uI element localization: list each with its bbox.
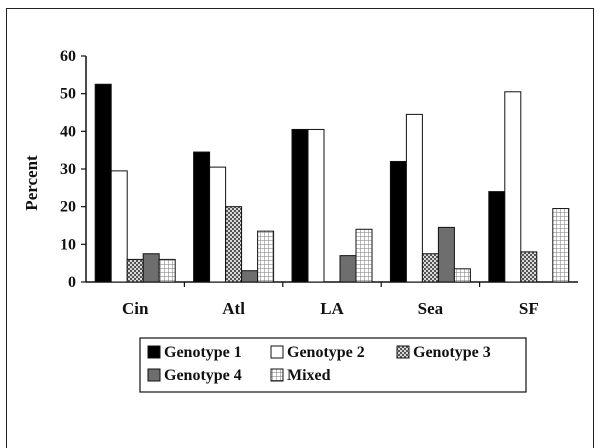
legend-label: Genotype 1	[164, 344, 242, 361]
y-tick-label: 20	[60, 199, 76, 216]
x-category-label: LA	[320, 299, 344, 318]
y-tick-label: 60	[60, 48, 76, 65]
bar	[291, 128, 309, 283]
bar	[193, 151, 211, 283]
legend-swatch	[147, 345, 161, 359]
legend: Genotype 1 Genotype 2 Genotype 3 Genotype 4…	[139, 337, 527, 393]
bar	[158, 258, 176, 283]
legend-swatch	[147, 368, 161, 382]
bar	[552, 208, 570, 283]
bar	[241, 270, 259, 283]
bar	[488, 191, 506, 283]
bar	[421, 253, 439, 283]
legend-label: Mixed	[287, 367, 331, 384]
bar	[257, 230, 275, 283]
bar	[225, 206, 243, 283]
x-category-label: SF	[519, 299, 539, 318]
y-tick-label: 10	[60, 236, 76, 253]
y-tick-label: 40	[60, 123, 76, 140]
y-tick-label: 0	[68, 274, 76, 291]
x-category-label: Sea	[418, 299, 444, 318]
bar	[142, 253, 160, 283]
labels: 0 10 20 30 40 50 60 Cin Atl LA Sea SF	[60, 48, 539, 318]
x-category-label: Cin	[122, 299, 149, 318]
legend-label: Genotype 3	[413, 344, 491, 361]
legend-swatch	[270, 368, 284, 382]
bar	[209, 166, 227, 283]
bar	[110, 170, 128, 283]
bar	[504, 91, 522, 283]
legend-label: Genotype 2	[287, 344, 365, 361]
x-category-label: Atl	[222, 299, 245, 318]
chart-frame	[6, 8, 594, 448]
y-axis-title: Percent	[22, 155, 41, 211]
legend-label: Genotype 4	[164, 367, 242, 384]
bar	[355, 228, 373, 283]
y-tick-label: 30	[60, 161, 76, 178]
bar	[389, 160, 407, 283]
bar	[307, 128, 325, 283]
legend-box	[139, 337, 527, 393]
bar	[520, 251, 538, 283]
bar	[437, 226, 455, 283]
bar	[94, 83, 112, 283]
bars	[94, 83, 570, 283]
bar	[339, 255, 357, 283]
legend-swatch	[396, 345, 410, 359]
bar	[453, 268, 471, 283]
bar	[405, 113, 423, 283]
y-tick-label: 50	[60, 86, 76, 103]
bar	[126, 258, 144, 283]
legend-swatch	[270, 345, 284, 359]
